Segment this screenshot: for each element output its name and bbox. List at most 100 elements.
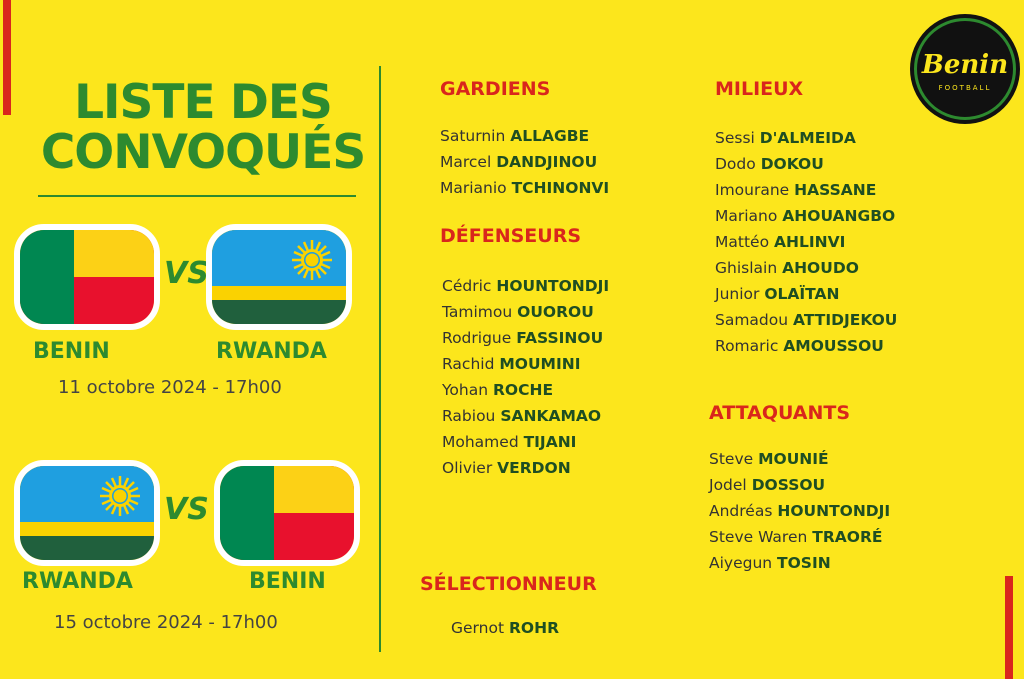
last-name: TOSIN bbox=[777, 554, 831, 572]
list-item: Jodel DOSSOU bbox=[709, 472, 890, 498]
list-item: Mattéo AHLINVI bbox=[715, 229, 897, 255]
first-name: Aiyegun bbox=[709, 554, 773, 572]
list-item: Romaric AMOUSSOU bbox=[715, 333, 897, 359]
logo-brand: Benin bbox=[921, 50, 1009, 80]
logo-ring bbox=[914, 18, 1016, 120]
first-name: Mattéo bbox=[715, 233, 770, 251]
first-name: Steve bbox=[709, 450, 754, 468]
last-name: TIJANI bbox=[523, 433, 577, 451]
last-name: OLAÏTAN bbox=[764, 285, 840, 303]
list-item: Ghislain AHOUDO bbox=[715, 255, 897, 281]
benin-flag-icon bbox=[14, 224, 160, 330]
match-1-date: 11 octobre 2024 - 17h00 bbox=[58, 377, 282, 398]
last-name: MOUNIÉ bbox=[758, 450, 829, 468]
red-accent-bar-top bbox=[3, 0, 11, 115]
logo-subtitle: FOOTBALL bbox=[938, 84, 992, 92]
first-name: Mariano bbox=[715, 207, 778, 225]
first-name: Gernot bbox=[451, 619, 505, 637]
last-name: AHOUANGBO bbox=[782, 207, 896, 225]
benin-flag-icon bbox=[214, 460, 360, 566]
list-item: Imourane HASSANE bbox=[715, 177, 897, 203]
list-attaquants: Steve MOUNIÉ Jodel DOSSOU Andréas HOUNTO… bbox=[709, 446, 890, 576]
last-name: AHOUDO bbox=[782, 259, 859, 277]
match-2-date: 15 octobre 2024 - 17h00 bbox=[54, 612, 278, 633]
last-name: D'ALMEIDA bbox=[759, 129, 856, 147]
first-name: Rachid bbox=[442, 355, 495, 373]
first-name: Olivier bbox=[442, 459, 493, 477]
page-title: LISTE DES CONVOQUÉS bbox=[28, 78, 378, 178]
match-2-away-team: BENIN bbox=[249, 569, 326, 594]
section-title-milieux: MILIEUX bbox=[715, 78, 804, 100]
list-gardiens: Saturnin ALLAGBE Marcel DANDJINOU Marian… bbox=[440, 123, 609, 201]
section-title-defenseurs: DÉFENSEURS bbox=[440, 225, 582, 247]
last-name: ROCHE bbox=[492, 381, 554, 399]
list-item: Dodo DOKOU bbox=[715, 151, 897, 177]
last-name: AMOUSSOU bbox=[783, 337, 884, 355]
list-item: Saturnin ALLAGBE bbox=[440, 123, 609, 149]
list-item: Mariano AHOUANGBO bbox=[715, 203, 897, 229]
list-item: Olivier VERDON bbox=[442, 455, 609, 481]
list-item: Andréas HOUNTONDJI bbox=[709, 498, 890, 524]
last-name: ATTIDJEKOU bbox=[793, 311, 898, 329]
section-title-gardiens: GARDIENS bbox=[440, 78, 551, 100]
list-item: Samadou ATTIDJEKOU bbox=[715, 307, 897, 333]
first-name: Cédric bbox=[442, 277, 492, 295]
title-divider bbox=[38, 195, 356, 197]
match-1-home-team: BENIN bbox=[33, 339, 110, 364]
first-name: Rabiou bbox=[442, 407, 496, 425]
section-title-selectionneur: SÉLECTIONNEUR bbox=[420, 573, 597, 595]
last-name: VERDON bbox=[497, 459, 571, 477]
list-defenseurs: Cédric HOUNTONDJI Tamimou OUOROU Rodrigu… bbox=[442, 273, 609, 481]
last-name: DOKOU bbox=[760, 155, 824, 173]
list-item: Junior OLAÏTAN bbox=[715, 281, 897, 307]
last-name: MOUMINI bbox=[499, 355, 581, 373]
first-name: Imourane bbox=[715, 181, 790, 199]
first-name: Marianio bbox=[440, 179, 507, 197]
last-name: TCHINONVI bbox=[511, 179, 610, 197]
list-item: Sessi D'ALMEIDA bbox=[715, 125, 897, 151]
first-name: Steve Waren bbox=[709, 528, 808, 546]
last-name: DANDJINOU bbox=[496, 153, 598, 171]
last-name: ALLAGBE bbox=[510, 127, 590, 145]
last-name: HASSANE bbox=[794, 181, 877, 199]
list-item: Gernot ROHR bbox=[451, 615, 559, 641]
first-name: Mohamed bbox=[442, 433, 519, 451]
list-item: Tamimou OUOROU bbox=[442, 299, 609, 325]
first-name: Samadou bbox=[715, 311, 789, 329]
list-item: Cédric HOUNTONDJI bbox=[442, 273, 609, 299]
column-divider bbox=[379, 66, 381, 652]
last-name: SANKAMAO bbox=[500, 407, 602, 425]
first-name: Saturnin bbox=[440, 127, 506, 145]
last-name: TRAORÉ bbox=[812, 528, 883, 546]
title-line-2: CONVOQUÉS bbox=[40, 125, 366, 180]
last-name: HOUNTONDJI bbox=[777, 502, 891, 520]
first-name: Marcel bbox=[440, 153, 492, 171]
first-name: Tamimou bbox=[442, 303, 513, 321]
list-item: Marcel DANDJINOU bbox=[440, 149, 609, 175]
last-name: ROHR bbox=[508, 619, 560, 637]
list-item: Yohan ROCHE bbox=[442, 377, 609, 403]
list-item: Rodrigue FASSINOU bbox=[442, 325, 609, 351]
list-item: Steve MOUNIÉ bbox=[709, 446, 890, 472]
first-name: Junior bbox=[715, 285, 760, 303]
match-1-away-team: RWANDA bbox=[216, 339, 327, 364]
first-name: Sessi bbox=[715, 129, 755, 147]
first-name: Yohan bbox=[442, 381, 489, 399]
list-item: Steve Waren TRAORÉ bbox=[709, 524, 890, 550]
first-name: Dodo bbox=[715, 155, 756, 173]
list-item: Rabiou SANKAMAO bbox=[442, 403, 609, 429]
match-2-home-team: RWANDA bbox=[22, 569, 133, 594]
vs-label: VS bbox=[164, 256, 209, 291]
last-name: HOUNTONDJI bbox=[496, 277, 610, 295]
last-name: FASSINOU bbox=[516, 329, 604, 347]
first-name: Ghislain bbox=[715, 259, 778, 277]
last-name: DOSSOU bbox=[751, 476, 826, 494]
list-milieux: Sessi D'ALMEIDA Dodo DOKOU Imourane HASS… bbox=[715, 125, 897, 359]
section-title-attaquants: ATTAQUANTS bbox=[709, 402, 851, 424]
benin-football-logo: Benin FOOTBALL bbox=[910, 14, 1020, 124]
last-name: AHLINVI bbox=[773, 233, 846, 251]
red-accent-bar-bottom bbox=[1005, 576, 1013, 679]
list-item: Rachid MOUMINI bbox=[442, 351, 609, 377]
title-line-1: LISTE DES bbox=[74, 75, 333, 130]
